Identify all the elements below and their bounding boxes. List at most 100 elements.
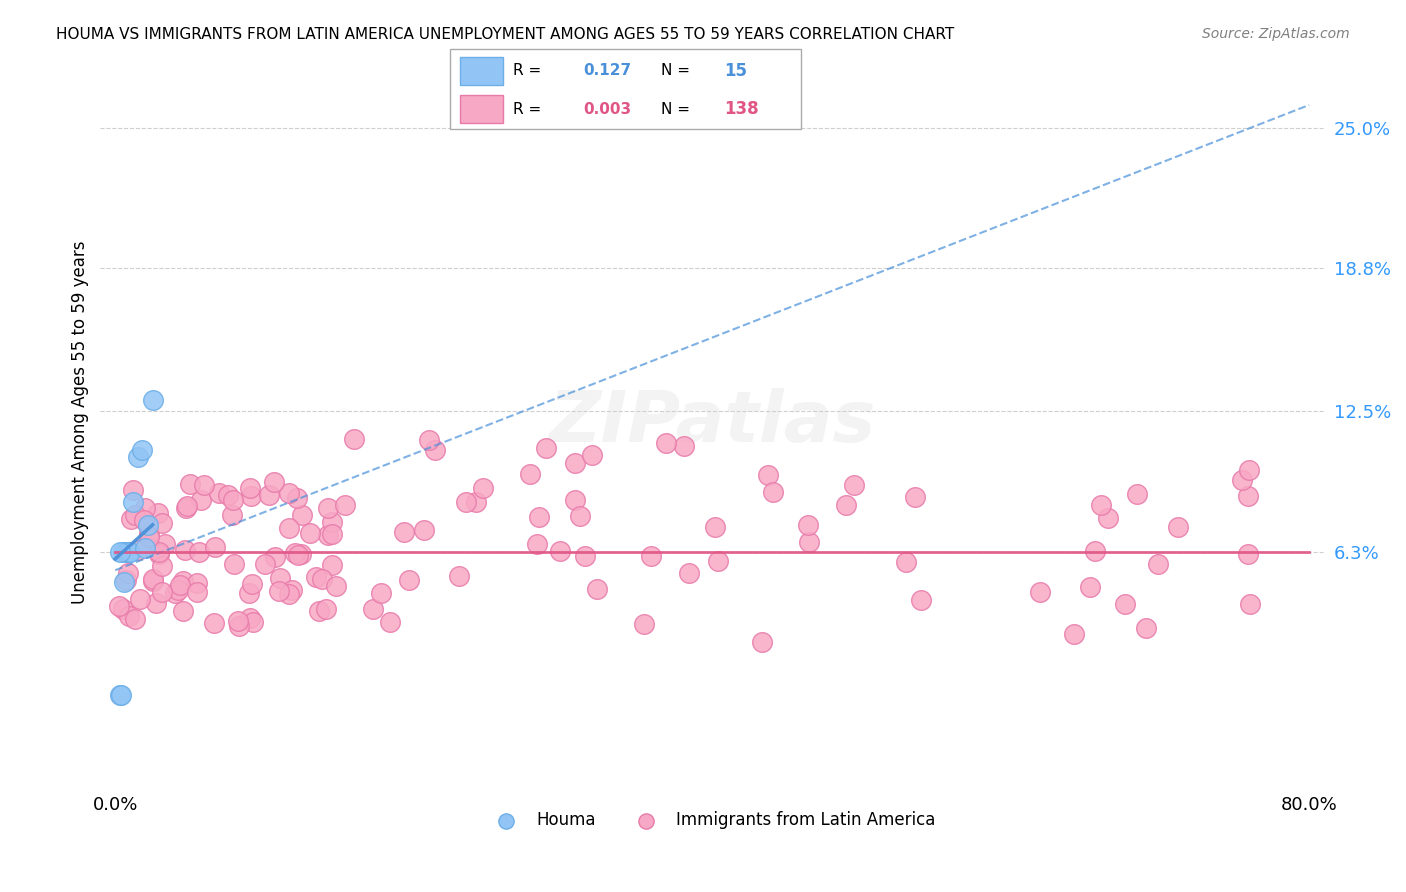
Point xyxy=(343,432,366,446)
Point xyxy=(762,484,785,499)
Point xyxy=(224,557,246,571)
Point xyxy=(217,488,239,502)
Point xyxy=(1167,519,1189,533)
Point xyxy=(142,574,165,588)
Point xyxy=(370,586,392,600)
Point xyxy=(174,501,197,516)
Point xyxy=(108,599,131,613)
Point xyxy=(142,572,165,586)
Point xyxy=(253,557,276,571)
Point xyxy=(536,441,558,455)
Point xyxy=(172,574,194,588)
Point xyxy=(706,554,728,568)
Point xyxy=(110,545,132,559)
Point xyxy=(150,584,173,599)
Point xyxy=(134,541,156,555)
Point xyxy=(1239,597,1261,611)
Point xyxy=(150,516,173,531)
Point xyxy=(678,566,700,580)
Text: N =: N = xyxy=(661,102,690,117)
Point xyxy=(118,545,141,559)
Point xyxy=(186,575,208,590)
Bar xyxy=(461,57,503,86)
Point xyxy=(269,571,291,585)
Point xyxy=(117,566,139,581)
Point xyxy=(298,525,321,540)
Point xyxy=(239,610,262,624)
Point xyxy=(127,543,149,558)
Point xyxy=(835,498,858,512)
Text: R =: R = xyxy=(513,63,541,78)
Point xyxy=(239,481,262,495)
Point xyxy=(418,434,440,448)
Point xyxy=(120,545,142,559)
Point xyxy=(176,500,198,514)
Point xyxy=(138,526,160,541)
Point xyxy=(325,579,347,593)
Point xyxy=(673,438,696,452)
Point xyxy=(1146,558,1168,572)
Point xyxy=(380,615,402,630)
Point xyxy=(174,542,197,557)
Point xyxy=(655,436,678,450)
Point xyxy=(896,555,918,569)
Point xyxy=(122,495,145,509)
Point xyxy=(527,510,550,524)
Point xyxy=(797,518,820,533)
Point xyxy=(586,582,609,597)
Point xyxy=(263,475,285,489)
Point xyxy=(179,476,201,491)
Legend: Houma, Immigrants from Latin America: Houma, Immigrants from Latin America xyxy=(482,805,942,836)
Point xyxy=(756,468,779,483)
Point xyxy=(910,592,932,607)
Point xyxy=(190,492,212,507)
Point xyxy=(131,442,153,457)
Point xyxy=(269,584,291,599)
Text: 138: 138 xyxy=(724,100,759,119)
Point xyxy=(1135,621,1157,635)
Point xyxy=(1029,584,1052,599)
Point xyxy=(165,586,187,600)
Point xyxy=(305,570,328,584)
Point xyxy=(128,592,150,607)
Point xyxy=(280,583,302,598)
Point xyxy=(148,547,170,561)
Point xyxy=(202,616,225,631)
Point xyxy=(277,486,299,500)
FancyBboxPatch shape xyxy=(450,49,801,129)
Text: HOUMA VS IMMIGRANTS FROM LATIN AMERICA UNEMPLOYMENT AMONG AGES 55 TO 59 YEARS CO: HOUMA VS IMMIGRANTS FROM LATIN AMERICA U… xyxy=(56,27,955,42)
Point xyxy=(112,574,135,589)
Point xyxy=(150,559,173,574)
Point xyxy=(110,688,132,702)
Point xyxy=(124,612,146,626)
Point xyxy=(519,467,541,481)
Point xyxy=(127,450,149,464)
Point xyxy=(186,585,208,599)
Point xyxy=(842,478,865,492)
Point xyxy=(226,615,249,629)
Point xyxy=(228,619,250,633)
Point xyxy=(221,508,243,523)
Point xyxy=(136,517,159,532)
Point xyxy=(1097,511,1119,525)
Point xyxy=(316,528,339,542)
Point xyxy=(321,526,343,541)
Text: 0.003: 0.003 xyxy=(583,102,631,117)
Bar xyxy=(461,95,503,123)
Point xyxy=(568,508,591,523)
Point xyxy=(188,545,211,559)
Point xyxy=(111,545,134,559)
Point xyxy=(278,587,301,601)
Point xyxy=(311,572,333,586)
Point xyxy=(472,481,495,495)
Point xyxy=(263,550,285,565)
Point xyxy=(1126,486,1149,500)
Point xyxy=(315,602,337,616)
Point xyxy=(242,615,264,630)
Point xyxy=(142,392,165,407)
Point xyxy=(1078,580,1101,594)
Point xyxy=(321,515,343,529)
Point xyxy=(447,568,470,582)
Point xyxy=(115,545,138,559)
Point xyxy=(1114,598,1136,612)
